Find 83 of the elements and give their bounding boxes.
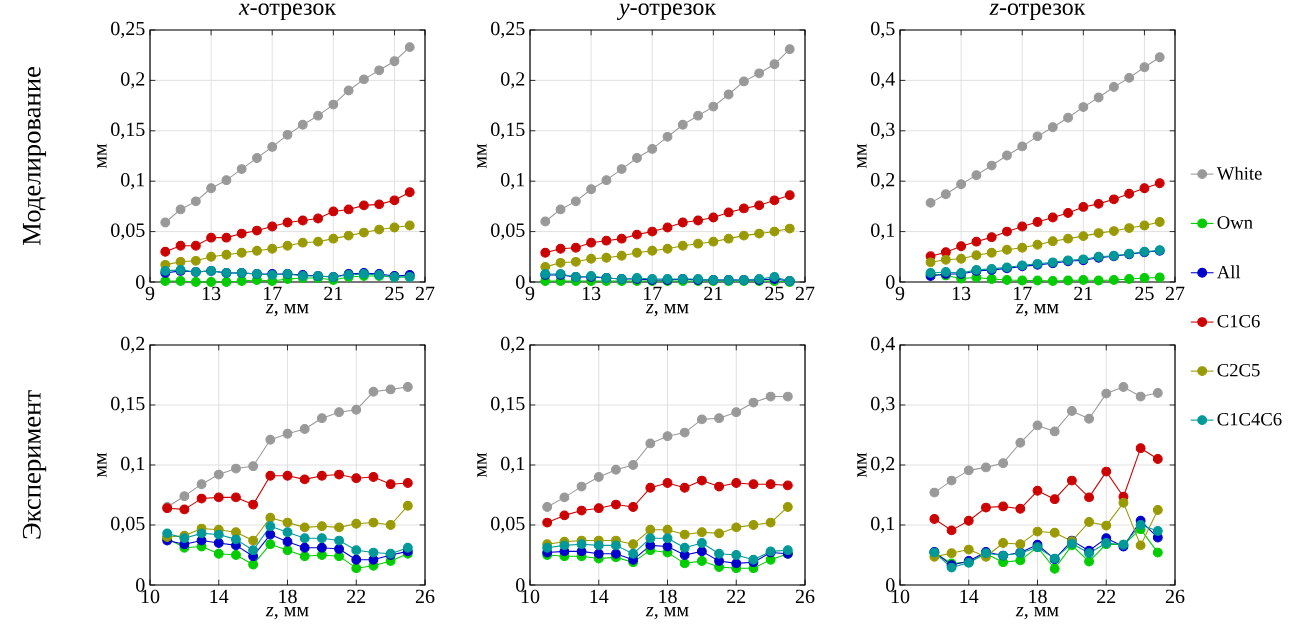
y-tick-label: 0,1 (501, 456, 525, 474)
x-tick-label: 17 (1013, 286, 1032, 300)
y-tick-label: 0,4 (871, 336, 895, 354)
x-tick-label: 9 (895, 286, 905, 301)
y-tick-label: 0,15 (491, 122, 525, 139)
y-tick-label: 0,2 (871, 456, 895, 474)
text: Моделирование (22, 67, 47, 246)
y-axis-title: мм (857, 452, 867, 478)
y-tick-label: 0,2 (871, 173, 895, 190)
y-tick-label: 0,3 (871, 122, 895, 139)
x-tick-label: 13 (952, 286, 971, 301)
x-axis-title: z, мм (265, 303, 309, 317)
x-tick-label: 13 (202, 286, 221, 301)
x-tick-label: 26 (415, 589, 435, 604)
x-axis-title: z, мм (1015, 607, 1059, 620)
y-tick-label: 0 (516, 275, 525, 289)
y-tick-label: 0,15 (111, 396, 145, 414)
y-tick-label: 0 (886, 275, 895, 289)
x-tick-label: 25 (385, 286, 404, 301)
x-tick-label: 25 (765, 286, 784, 301)
x-axis-title: z, мм (645, 607, 689, 620)
y-tick-label: 0,5 (871, 21, 895, 39)
x-tick-label: 27 (795, 286, 815, 300)
x-tick-label: 18 (659, 589, 677, 604)
chart-title: y-отрезок (616, 3, 717, 20)
chart-title: z-отрезок (989, 3, 1086, 20)
y-axis-title: мм (857, 143, 867, 169)
y-axis-title: мм (97, 452, 107, 478)
y-tick-label: 0,15 (111, 122, 145, 139)
y-tick-label: 0,25 (491, 21, 525, 39)
x-tick-label: 22 (727, 589, 746, 603)
y-tick-label: 0,2 (501, 72, 525, 89)
y-tick-label: 0,2 (121, 72, 145, 89)
y-tick-label: 0 (136, 275, 145, 289)
y-tick-label: 0,1 (121, 173, 145, 190)
legend-label: C1C4C6 (1217, 412, 1282, 426)
x-tick-label: 18 (279, 589, 297, 604)
legend-label: C2C5 (1217, 363, 1260, 377)
y-tick-label: 0,25 (111, 21, 145, 39)
y-tick-label: 0,05 (111, 516, 145, 534)
y-axis-title: мм (477, 452, 487, 478)
legend-label: All (1216, 265, 1241, 279)
x-tick-label: 21 (1074, 286, 1093, 300)
y-tick-label: 0,1 (871, 223, 895, 240)
x-tick-label: 27 (1165, 286, 1185, 300)
x-tick-label: 18 (1029, 589, 1047, 604)
legend-label: Own (1217, 216, 1253, 229)
x-tick-label: 22 (1097, 589, 1116, 603)
x-axis-title: z, мм (265, 607, 309, 620)
x-tick-label: 9 (525, 286, 535, 301)
x-tick-label: 14 (960, 589, 979, 603)
x-axis-title: z, мм (1015, 303, 1059, 317)
y-tick-label: 0,15 (491, 396, 525, 414)
y-tick-label: 0,1 (121, 456, 145, 474)
x-tick-label: 21 (324, 286, 343, 300)
y-tick-label: 0,05 (491, 223, 525, 240)
y-tick-label: 0,4 (871, 72, 895, 89)
x-tick-label: 14 (210, 589, 229, 603)
legend-label: C1C6 (1217, 314, 1260, 328)
x-tick-label: 27 (415, 286, 435, 300)
x-tick-label: 14 (590, 589, 609, 603)
text: Эксперимент (22, 390, 47, 539)
x-tick-label: 25 (1135, 286, 1154, 301)
x-tick-label: 26 (795, 589, 815, 604)
y-tick-label: 0,05 (491, 516, 525, 534)
y-tick-label: 0,1 (501, 173, 525, 190)
x-axis-title: z, мм (645, 303, 689, 317)
y-tick-label: 0,1 (871, 516, 895, 534)
x-tick-label: 17 (263, 286, 282, 300)
x-tick-label: 9 (145, 286, 155, 301)
x-tick-label: 13 (582, 286, 601, 301)
x-tick-label: 26 (1165, 589, 1185, 604)
y-tick-label: 0,2 (501, 336, 525, 354)
legend-label: White (1216, 166, 1262, 180)
y-axis-title: мм (97, 143, 107, 169)
y-tick-label: 0,3 (871, 396, 895, 414)
x-tick-label: 22 (347, 589, 366, 603)
x-tick-label: 21 (704, 286, 723, 300)
x-tick-label: 17 (643, 286, 662, 300)
y-tick-label: 0,05 (111, 223, 145, 240)
y-tick-label: 0,2 (121, 336, 145, 354)
y-axis-title: мм (477, 143, 487, 169)
chart-title: x-отрезок (238, 3, 337, 20)
